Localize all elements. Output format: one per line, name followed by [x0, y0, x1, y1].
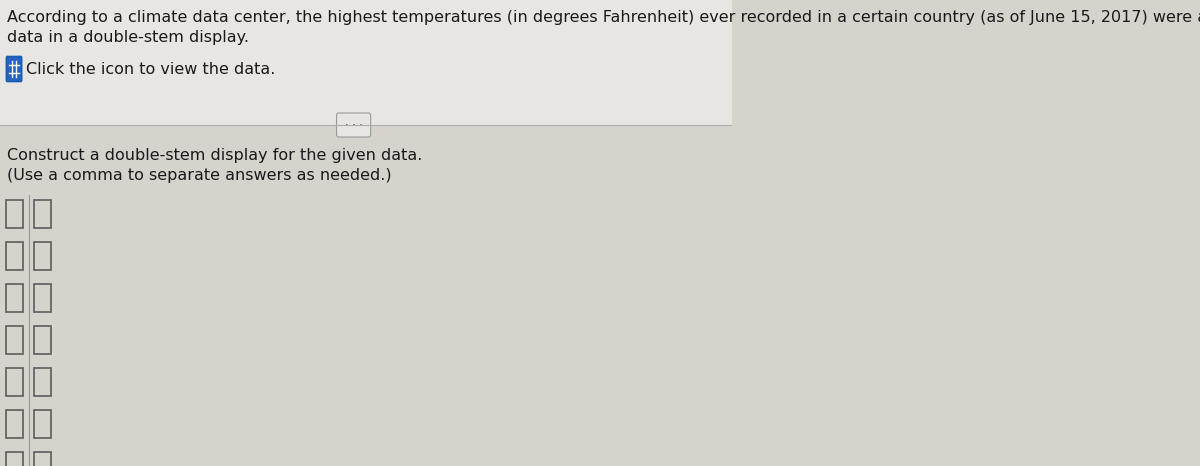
Bar — [34, 284, 52, 312]
Bar — [34, 200, 52, 228]
Text: According to a climate data center, the highest temperatures (in degrees Fahrenh: According to a climate data center, the … — [7, 10, 1200, 25]
Bar — [34, 368, 52, 396]
Bar — [6, 242, 23, 270]
Bar — [6, 368, 23, 396]
Bar — [34, 242, 52, 270]
Bar — [6, 284, 23, 312]
Text: Construct a double-stem display for the given data.: Construct a double-stem display for the … — [7, 148, 422, 163]
FancyBboxPatch shape — [336, 113, 371, 137]
Bar — [0, 0, 732, 125]
Bar — [6, 452, 23, 466]
Bar — [6, 410, 23, 438]
Text: (Use a comma to separate answers as needed.): (Use a comma to separate answers as need… — [7, 168, 392, 183]
Bar — [6, 200, 23, 228]
FancyBboxPatch shape — [6, 56, 22, 82]
Text: · · ·: · · · — [344, 120, 362, 130]
Text: data in a double-stem display.: data in a double-stem display. — [7, 30, 250, 45]
Bar — [34, 410, 52, 438]
Bar — [34, 452, 52, 466]
Bar — [6, 326, 23, 354]
Text: Click the icon to view the data.: Click the icon to view the data. — [25, 62, 275, 76]
Bar — [34, 326, 52, 354]
